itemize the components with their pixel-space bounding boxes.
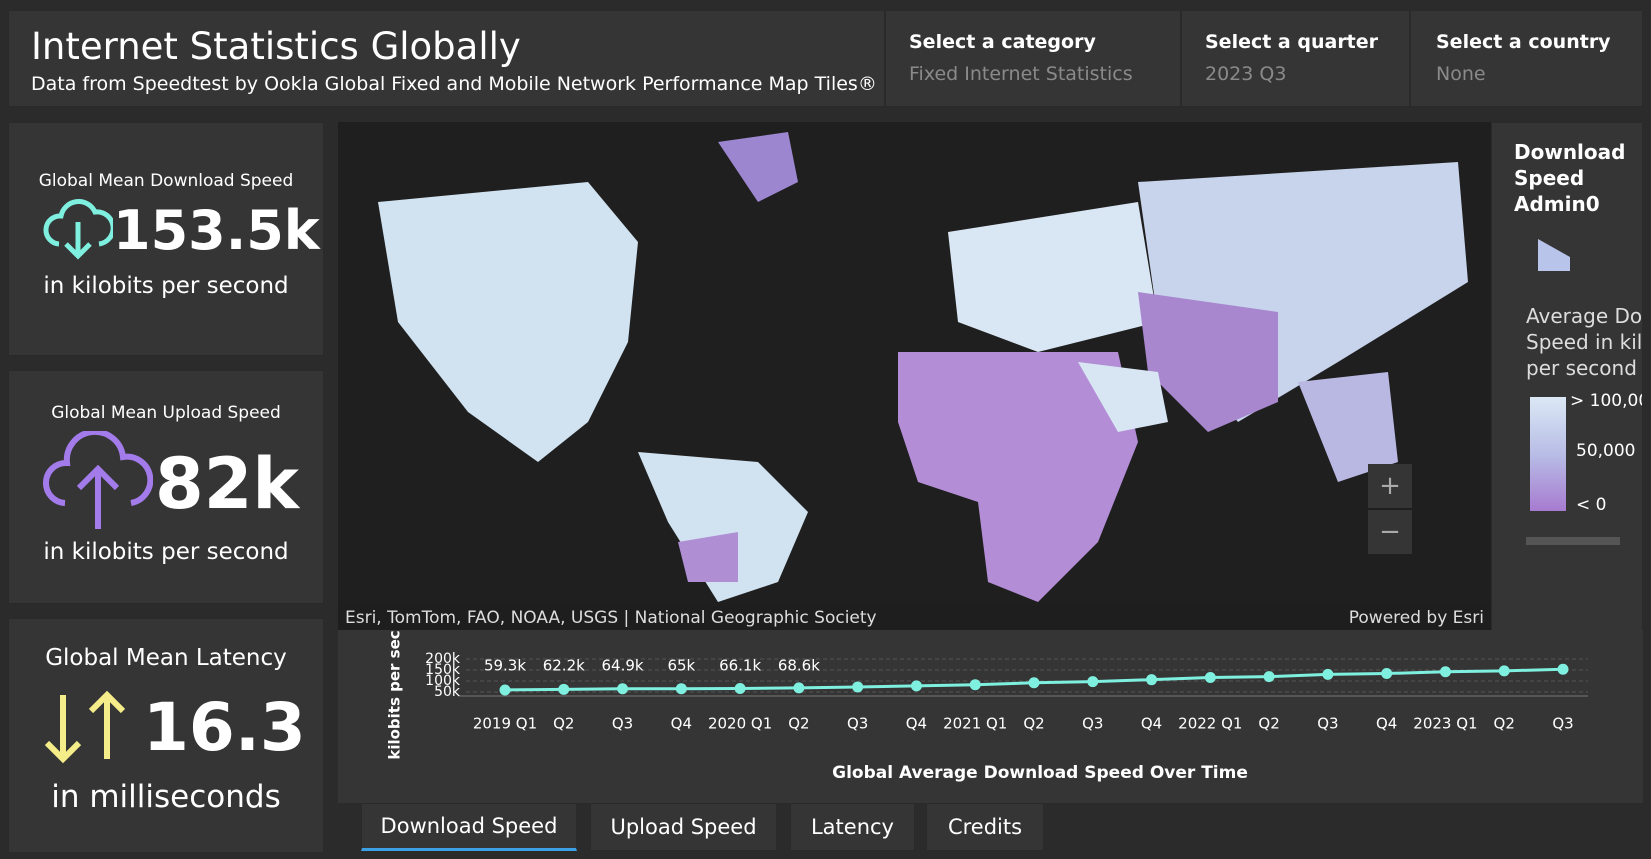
indicator-title: Global Mean Latency [45, 645, 287, 671]
data-point [1028, 677, 1040, 689]
filter[interactable]: Select a category Fixed Internet Statisti… [885, 10, 1181, 107]
data-point [1557, 663, 1569, 675]
filter-value: None [1436, 63, 1486, 85]
x-tick-label: Q4 [671, 715, 692, 733]
x-tick-label: Q4 [906, 715, 927, 733]
map-layer [378, 132, 1468, 602]
legend-field: Average Download Speed in kilobits per s… [1526, 304, 1643, 380]
line-chart: kilobits per sec Global Average Download… [338, 630, 1643, 803]
header: Internet Statistics Globally Data from S… [8, 10, 885, 107]
indicator: Global Mean Latency 16.3 in milliseconds [8, 618, 324, 853]
data-point [969, 679, 981, 691]
legend-label: 50,000 [1576, 441, 1636, 461]
filter-value: 2023 Q3 [1205, 63, 1287, 85]
indicator: Global Mean Download Speed 153.5k in kil… [8, 122, 324, 356]
legend-symbol [1538, 239, 1570, 271]
data-label: 59.3k [484, 657, 526, 675]
y-tick-label: 150k [425, 662, 461, 678]
indicator-title: Global Mean Upload Speed [51, 403, 281, 423]
x-tick-label: Q3 [612, 715, 633, 733]
data-label: 65k [667, 657, 695, 675]
zoom-out[interactable]: − [1368, 510, 1412, 554]
tab[interactable]: Download Speed [361, 803, 577, 851]
indicator: Global Mean Upload Speed 82k in kilobits… [8, 370, 324, 604]
data-point [910, 680, 922, 692]
data-point [1087, 676, 1099, 688]
x-tick-label: Q2 [788, 715, 809, 733]
y-axis-title: kilobits per sec [386, 630, 404, 759]
data-point [1498, 665, 1510, 677]
scrollbar[interactable] [1526, 537, 1620, 545]
data-point [793, 682, 805, 694]
subtitle: Data from Speedtest by Ookla Global Fixe… [31, 73, 877, 95]
zoom-in[interactable]: + [1368, 464, 1412, 508]
title: Internet Statistics Globally [31, 25, 521, 68]
attribution-bar [338, 606, 1491, 630]
filter-label: Select a category [909, 31, 1096, 53]
x-tick-label: 2019 Q1 [473, 715, 537, 733]
filter-label: Select a country [1436, 31, 1611, 53]
x-tick-label: Q2 [1023, 715, 1044, 733]
data-point [499, 684, 511, 696]
data-point [852, 681, 864, 693]
filter[interactable]: Select a quarter 2023 Q3 [1181, 10, 1410, 107]
x-tick-label: 2022 Q1 [1178, 715, 1242, 733]
legend-ramp [1530, 397, 1566, 511]
y-tick-label: 200k [425, 651, 461, 667]
powered-by[interactable]: Powered by Esri [1348, 608, 1484, 628]
data-point [617, 683, 629, 695]
filter-label: Select a quarter [1205, 31, 1379, 53]
x-tick-label: Q4 [1376, 715, 1397, 733]
download-icon [43, 199, 113, 260]
indicator-unit: in milliseconds [51, 779, 281, 815]
filter-value: Fixed Internet Statistics [909, 63, 1133, 85]
upload-icon [43, 431, 153, 529]
tab[interactable]: Credits [926, 803, 1044, 851]
indicator-title: Global Mean Download Speed [38, 171, 294, 191]
data-point [1146, 674, 1158, 686]
indicator-value: 153.5k [113, 199, 320, 262]
data-point [675, 683, 687, 695]
x-tick-label: Q3 [1082, 715, 1103, 733]
x-tick-label: Q2 [1494, 715, 1515, 733]
tab[interactable]: Latency [790, 803, 915, 851]
data-point [1204, 671, 1216, 683]
legend: Download Speed Admin0 Average Download S… [1491, 122, 1643, 632]
x-tick-label: Q4 [1141, 715, 1162, 733]
legend-title: Download Speed Admin0 [1514, 140, 1626, 216]
data-label: 62.2k [543, 657, 585, 675]
data-label: 68.6k [778, 657, 820, 675]
data-label: 66.1k [719, 657, 761, 675]
x-tick-label: Q3 [847, 715, 868, 733]
data-point [1263, 671, 1275, 683]
x-tick-label: Q3 [1552, 715, 1573, 733]
legend-label: > 100,000 [1570, 391, 1642, 411]
x-tick-label: Q2 [1258, 715, 1279, 733]
data-point [558, 683, 570, 695]
latency-icon [44, 690, 126, 764]
chart-title: Global Average Download Speed Over Time [832, 763, 1248, 783]
data-label: 64.9k [602, 657, 644, 675]
indicator-unit: in kilobits per second [43, 539, 289, 565]
y-tick-label: 50k [434, 684, 461, 700]
indicator-value: 16.3 [143, 689, 306, 766]
x-tick-label: Q2 [553, 715, 574, 733]
x-tick-label: 2023 Q1 [1413, 715, 1477, 733]
map[interactable]: + − Esri, TomTom, FAO, NOAA, USGS | Nati… [338, 122, 1491, 630]
indicator-unit: in kilobits per second [43, 273, 289, 299]
data-point [1322, 668, 1334, 680]
legend-label: < 0 [1576, 495, 1607, 515]
data-point [734, 682, 746, 694]
filter[interactable]: Select a country None [1410, 10, 1643, 107]
y-tick-label: 100k [425, 673, 461, 689]
data-point [1439, 666, 1451, 678]
x-tick-label: 2020 Q1 [708, 715, 772, 733]
attribution: Esri, TomTom, FAO, NOAA, USGS | National… [345, 608, 877, 628]
indicator-value: 82k [155, 443, 299, 525]
data-point [1381, 668, 1393, 680]
x-tick-label: Q3 [1317, 715, 1338, 733]
tab[interactable]: Upload Speed [590, 803, 777, 851]
x-tick-label: 2021 Q1 [943, 715, 1007, 733]
